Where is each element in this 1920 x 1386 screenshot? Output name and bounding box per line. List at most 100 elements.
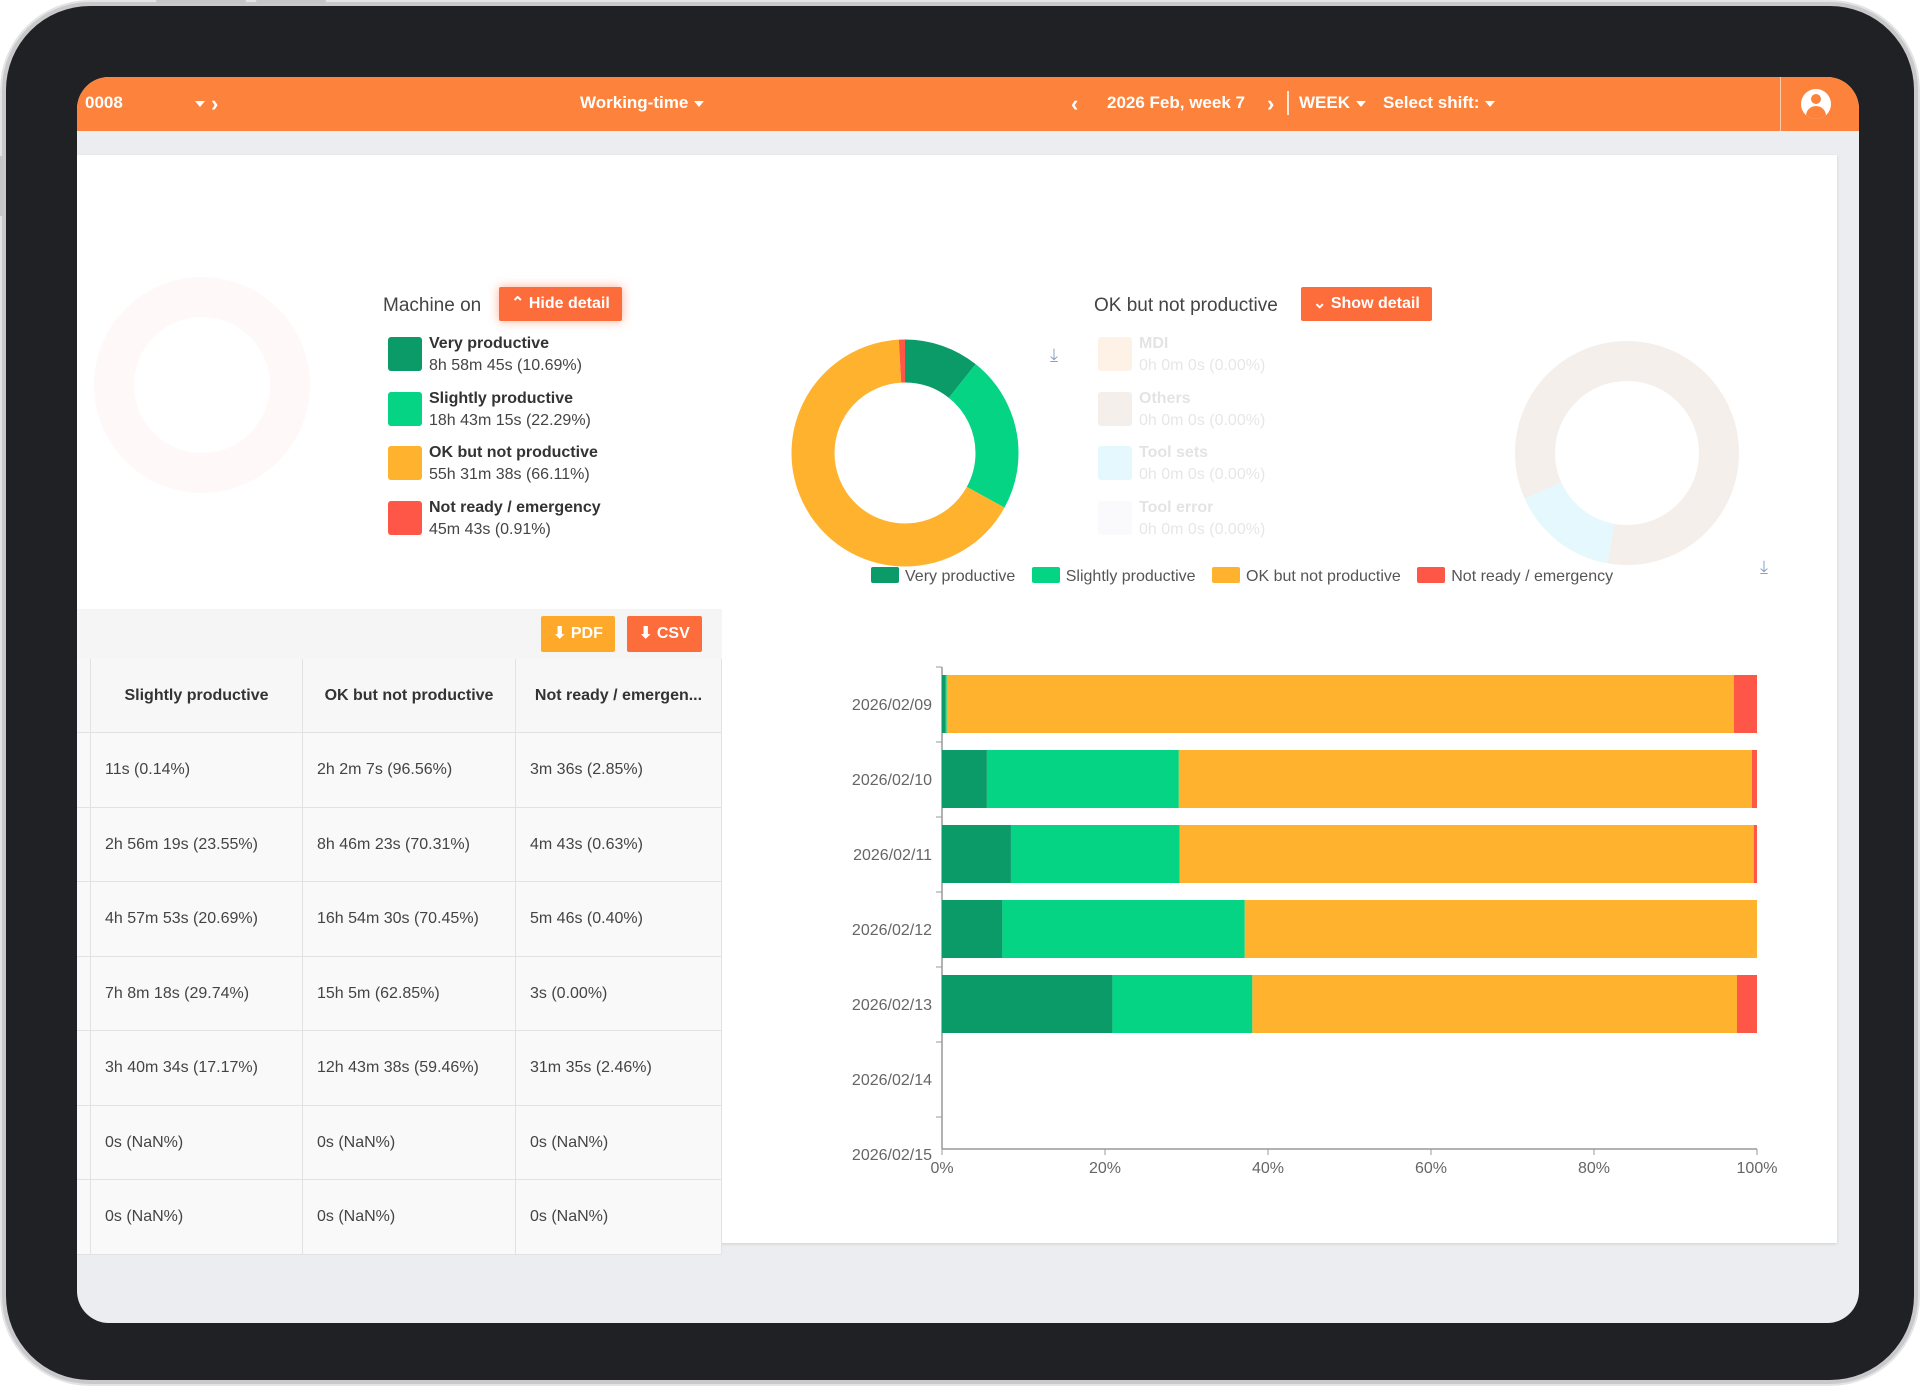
donut-slice-slightly-productive[interactable]: [791, 339, 1019, 567]
prev-period-icon[interactable]: ‹: [1071, 91, 1079, 116]
legend-item[interactable]: Slightly productive: [1031, 567, 1196, 586]
x-tick-label: 0%: [930, 1160, 953, 1177]
bar-segment-not-ready-emergency[interactable]: [1733, 675, 1757, 733]
bar-segment-very-productive[interactable]: [942, 975, 1113, 1033]
table-cell: 2h 2m 7s (96.56%): [303, 733, 516, 808]
table-cell: 0s (NaN%): [91, 1105, 303, 1180]
table-cell: 15h 5m (62.85%): [303, 956, 516, 1031]
download-icon: ⬇: [553, 625, 567, 642]
download-icon[interactable]: ⤓: [1050, 345, 1058, 365]
bar-segment-not-ready-emergency[interactable]: [1753, 825, 1757, 883]
table-header-cell[interactable]: Not ready / emergen...: [516, 659, 722, 733]
table-header-cell[interactable]: Slightly productive: [91, 659, 303, 733]
show-detail-button[interactable]: ⌄ Show detail: [1301, 287, 1432, 321]
table-cell: 3m 36s (2.85%): [516, 733, 722, 808]
donut-slice-not-ready-emergency[interactable]: [791, 339, 1019, 567]
bar-segment-not-ready-emergency[interactable]: [1751, 750, 1757, 808]
legend-label: Not ready / emergency: [1451, 568, 1614, 585]
y-tick-label: 2026/02/15: [852, 1147, 932, 1164]
user-menu[interactable]: [1780, 77, 1859, 131]
legend-name: Tool sets: [1139, 444, 1209, 461]
bar-segment-not-ready-emergency[interactable]: [1736, 975, 1757, 1033]
top-button: [156, 0, 246, 4]
side-button: [0, 156, 4, 216]
legend-value: 0h 0m 0s (0.00%): [1139, 521, 1266, 538]
legend-value: 18h 43m 15s (22.29%): [429, 412, 591, 429]
x-tick-label: 60%: [1415, 1160, 1447, 1177]
y-tick-label: 2026/02/13: [852, 997, 932, 1014]
chevron-down-icon: ⌄: [1313, 295, 1327, 312]
bar-segment-slightly-productive[interactable]: [986, 750, 1179, 808]
ok-not-productive-title: OK but not productive: [1094, 295, 1278, 316]
machine-on-donut-chart: [791, 339, 1019, 567]
csv-label: CSV: [656, 625, 690, 642]
legend-item[interactable]: Very productive: [871, 567, 1015, 586]
bar-segment-ok-but-not-productive[interactable]: [1178, 750, 1752, 808]
y-tick-label: 2026/02/12: [852, 922, 932, 939]
next-period-icon[interactable]: ›: [1267, 91, 1275, 116]
machine-on-title: Machine on: [383, 295, 482, 316]
view-selector[interactable]: Working-time: [580, 93, 705, 113]
legend-name: MDI: [1139, 335, 1169, 352]
caret-down-icon: [694, 100, 705, 107]
range-selector[interactable]: WEEK: [1299, 93, 1366, 113]
legend-swatch-slightly-productive: [388, 392, 422, 426]
donut-slice-ok-but-not-productive[interactable]: [791, 339, 1019, 567]
bar-segment-slightly-productive[interactable]: [1010, 825, 1180, 883]
table-cell: 8h 46m 23s (70.31%): [303, 807, 516, 882]
legend-label: OK but not productive: [1246, 568, 1401, 585]
table-header-cell[interactable]: OK but not productive: [303, 659, 516, 733]
divider: [1287, 91, 1289, 115]
app-screen: 0008 › Working-time ‹ 2026 Feb, week 7 ›…: [77, 77, 1859, 1323]
bar-segment-slightly-productive[interactable]: [1002, 900, 1245, 958]
shift-selector[interactable]: Select shift:: [1383, 93, 1496, 113]
table-cell: 0s (NaN%): [516, 1180, 722, 1255]
legend-name: Tool error: [1139, 499, 1214, 516]
legend-item[interactable]: Not ready / emergency: [1417, 567, 1613, 586]
table-cell: 4m 43s (0.63%): [516, 807, 722, 882]
legend-name: Very productive: [429, 335, 550, 352]
x-tick-label: 80%: [1578, 1160, 1610, 1177]
bar-segment-slightly-productive[interactable]: [1112, 975, 1253, 1033]
legend-value: 55h 31m 38s (66.11%): [429, 466, 590, 483]
table-cell: 0s (NaN%): [91, 1180, 303, 1255]
legend-value: 0h 0m 0s (0.00%): [1139, 357, 1266, 374]
period-label[interactable]: 2026 Feb, week 7: [1107, 93, 1245, 112]
legend-swatch: [1417, 567, 1446, 583]
x-tick-label: 20%: [1089, 1160, 1121, 1177]
table-cell: 4h 57m 53s (20.69%): [91, 882, 303, 957]
x-tick-label: 100%: [1737, 1160, 1778, 1177]
bar-segment-very-productive[interactable]: [942, 750, 987, 808]
machine-dropdown-icon[interactable]: [195, 101, 205, 107]
faded-donut-left: [94, 277, 310, 493]
bar-segment-very-productive[interactable]: [942, 900, 1003, 958]
legend-swatch-not-ready: [388, 501, 422, 535]
hide-detail-label: Hide detail: [528, 295, 610, 312]
legend-swatch: [1212, 567, 1241, 583]
y-tick-label: 2026/02/10: [852, 772, 932, 789]
bar-segment-ok-but-not-productive[interactable]: [1252, 975, 1737, 1033]
machine-id[interactable]: 0008: [85, 93, 123, 112]
legend-item[interactable]: OK but not productive: [1212, 567, 1401, 586]
bar-segment-ok-but-not-productive[interactable]: [946, 675, 1734, 733]
legend-swatch: [871, 567, 899, 583]
faded-donut-right: [1515, 341, 1739, 565]
bar-segment-very-productive[interactable]: [942, 675, 946, 733]
bar-segment-ok-but-not-productive[interactable]: [1179, 825, 1754, 883]
csv-export-button[interactable]: ⬇ CSV: [627, 616, 702, 652]
next-machine-icon[interactable]: ›: [211, 91, 219, 116]
download-icon[interactable]: ⤓: [1760, 557, 1768, 577]
table-cell: 5m 46s (0.40%): [516, 882, 722, 957]
bar-segment-very-productive[interactable]: [942, 825, 1011, 883]
pdf-export-button[interactable]: ⬇ PDF: [541, 616, 615, 652]
table-cell: 7h 8m 18s (29.74%): [91, 956, 303, 1031]
legend-value: 45m 43s (0.91%): [429, 521, 551, 538]
bar-segment-slightly-productive[interactable]: [945, 675, 947, 733]
table-toolbar: ⬇ PDF ⬇ CSV: [77, 609, 722, 660]
bar-segment-ok-but-not-productive[interactable]: [1244, 900, 1757, 958]
table-row-stub: [77, 733, 91, 808]
table-cell: 0s (NaN%): [303, 1105, 516, 1180]
caret-down-icon: [1485, 100, 1496, 107]
hide-detail-button[interactable]: ⌃ Hide detail: [499, 287, 622, 321]
